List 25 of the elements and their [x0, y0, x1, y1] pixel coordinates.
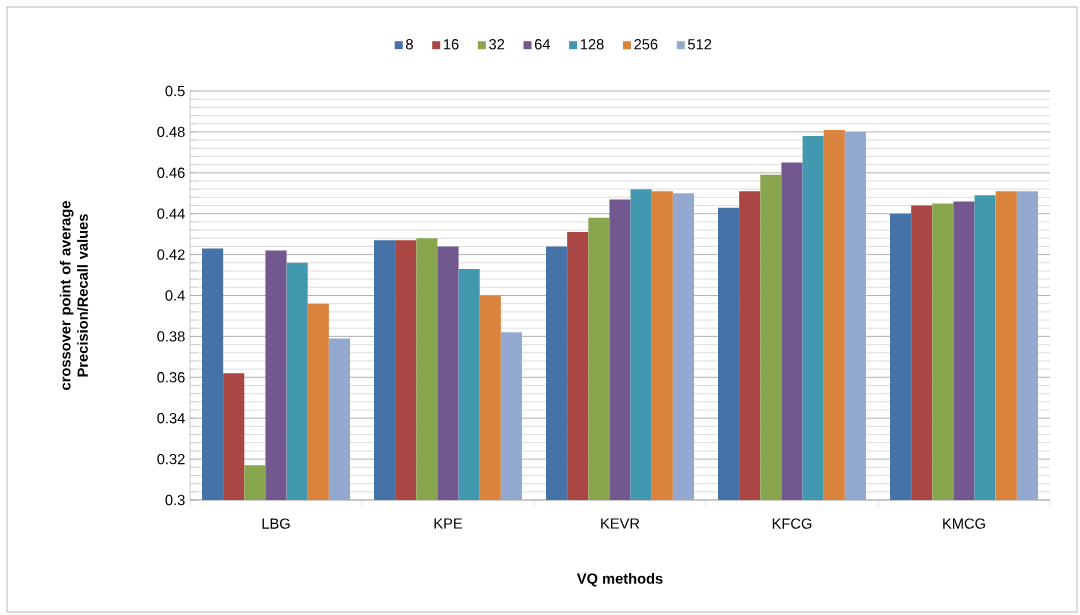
y-tick-label: 0.4 — [165, 290, 185, 301]
legend-label: 64 — [534, 39, 551, 50]
y-tick-label: 0.44 — [157, 208, 185, 219]
y-tick-label: 0.46 — [157, 167, 185, 178]
x-tick-label: KFCG — [772, 518, 812, 529]
x-axis-title: VQ methods — [576, 573, 663, 587]
legend-label: 256 — [634, 39, 658, 50]
legend-label: 128 — [580, 39, 604, 50]
x-tick-label: KEVR — [601, 518, 640, 529]
y-tick-label: 0.32 — [157, 453, 185, 465]
y-tick-label: 0.38 — [157, 331, 185, 342]
y-tick-label: 0.34 — [157, 413, 185, 424]
y-tick-label: 0.3 — [165, 494, 185, 506]
x-tick-label: KMCG — [943, 518, 985, 529]
legend-label: 16 — [443, 39, 459, 50]
x-tick-label: LBG — [262, 518, 290, 529]
y-axis-title: crossover point of average Precision/Recall values — [59, 201, 89, 390]
y-tick-label: 0.5 — [165, 85, 185, 97]
y-tick-label: 0.48 — [157, 126, 185, 138]
y-tick-label: 0.36 — [157, 372, 185, 383]
x-tick-label: KPE — [434, 518, 463, 529]
y-tick-label: 0.42 — [157, 249, 185, 260]
legend-label: 512 — [688, 39, 712, 50]
legend-label: 8 — [406, 39, 413, 50]
legend-label: 32 — [489, 39, 505, 50]
